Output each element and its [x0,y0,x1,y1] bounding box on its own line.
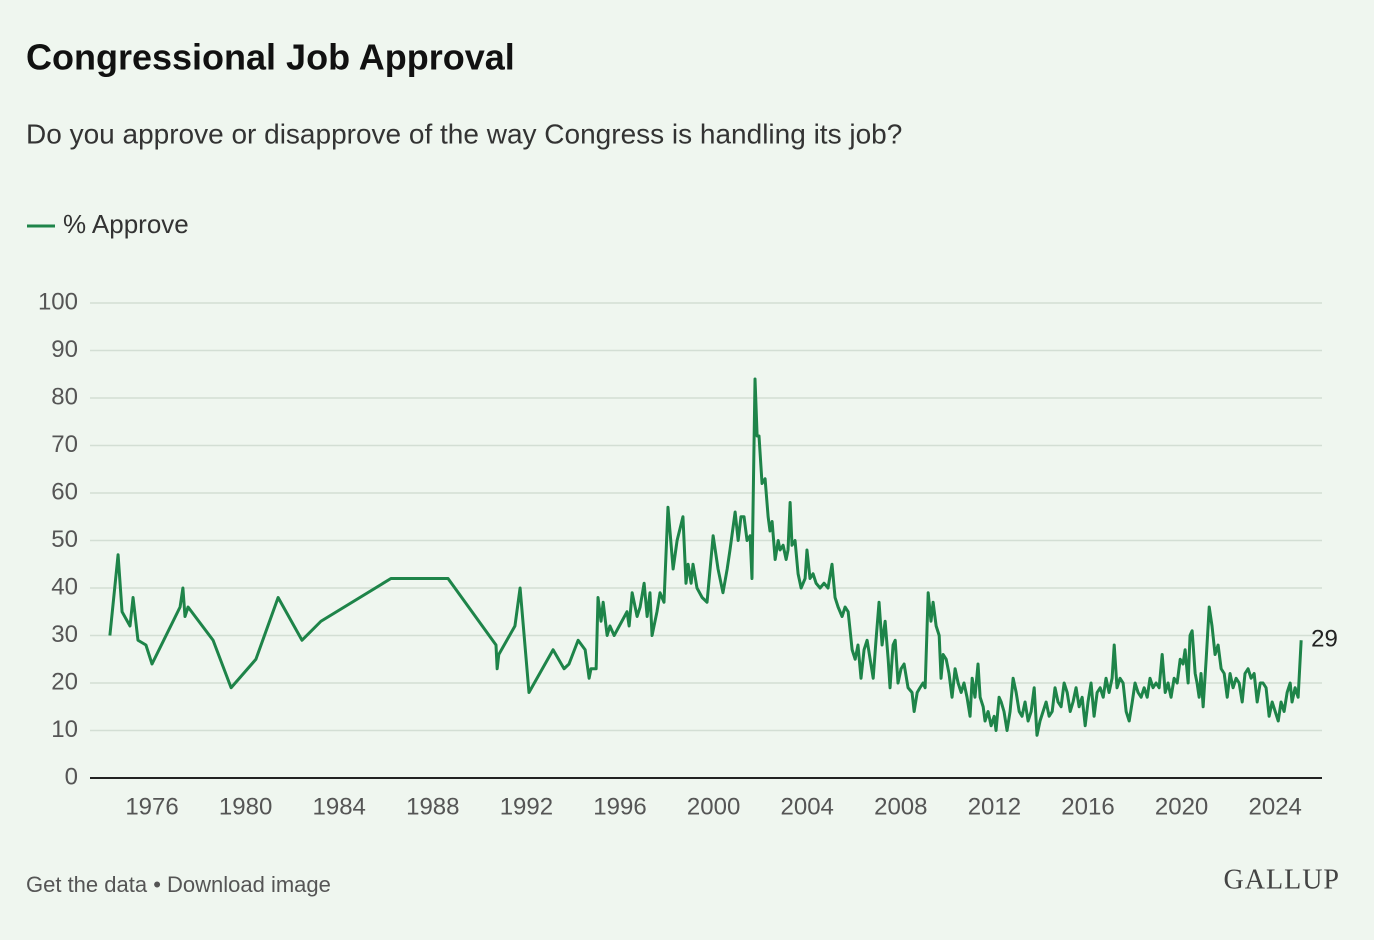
y-tick-label: 80 [51,383,78,410]
chart-subtitle: Do you approve or disapprove of the way … [26,118,902,149]
x-tick-label: 1996 [593,793,646,820]
data-line [108,377,1303,737]
x-tick-label: 1980 [219,793,272,820]
legend-label: % Approve [63,209,189,239]
end-label: 29 [1311,626,1338,653]
x-tick-label: 2024 [1249,793,1302,820]
y-tick-label: 30 [51,621,78,648]
x-tick-label: 2004 [781,793,834,820]
chart-title: Congressional Job Approval [26,37,515,78]
y-tick-label: 60 [51,478,78,505]
x-tick-label: 2020 [1155,793,1208,820]
y-tick-label: 70 [51,431,78,458]
y-tick-label: 10 [51,716,78,743]
y-tick-label: 20 [51,668,78,695]
y-tick-label: 90 [51,336,78,363]
x-tick-label: 2008 [874,793,927,820]
y-tick-label: 40 [51,573,78,600]
y-tick-label: 50 [51,526,78,553]
x-tick-label: 1992 [500,793,553,820]
x-tick-label: 1988 [406,793,459,820]
x-tick-label: 2000 [687,793,740,820]
logo: GALLUP [1224,864,1340,895]
x-tick-label: 1984 [313,793,366,820]
y-tick-label: 100 [38,288,78,315]
y-tick-label: 0 [65,763,78,790]
x-tick-label: 2012 [968,793,1021,820]
x-tick-label: 1976 [125,793,178,820]
x-tick-label: 2016 [1061,793,1114,820]
footer-links[interactable]: Get the data • Download image [26,872,331,897]
